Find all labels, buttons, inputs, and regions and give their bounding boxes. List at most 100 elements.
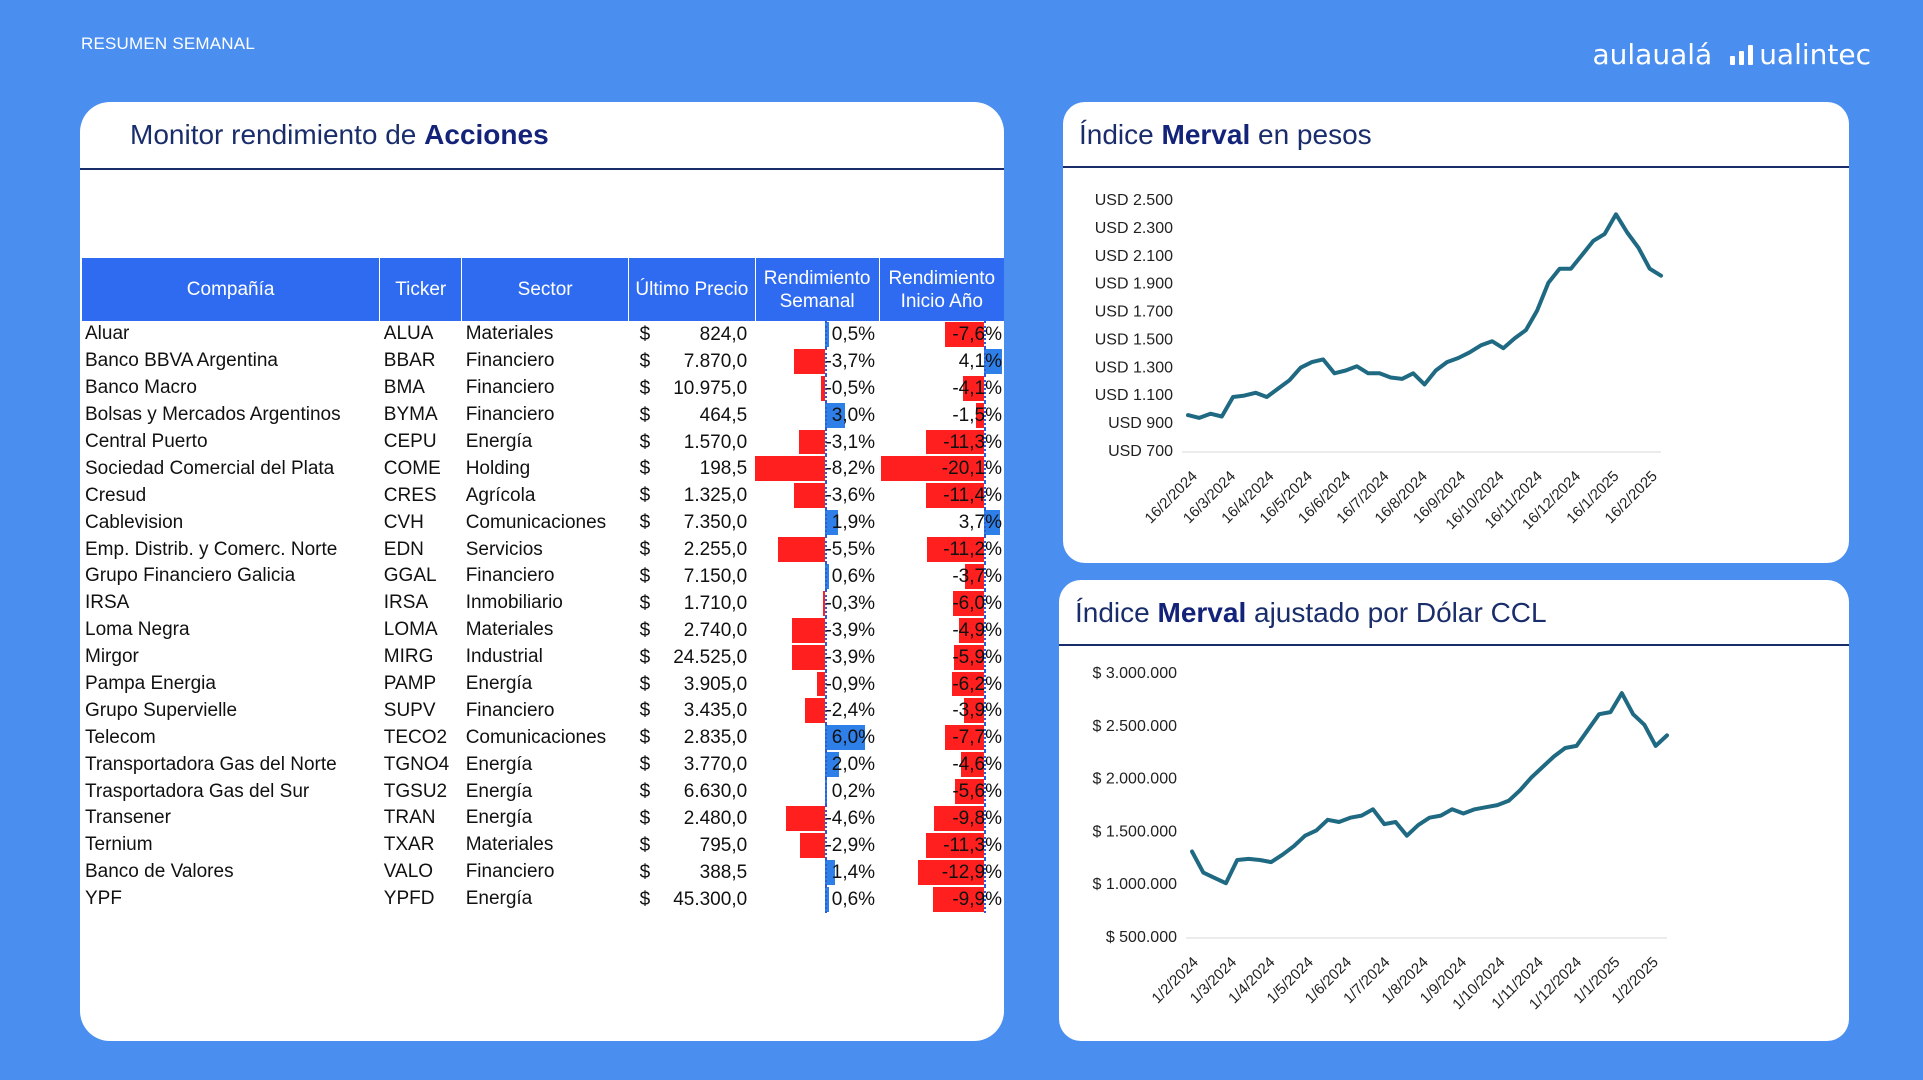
currency-symbol: $	[639, 619, 651, 641]
weekly-axis	[825, 509, 828, 537]
ytd-return-label: -20,1%	[941, 458, 1002, 480]
ytd-axis	[984, 455, 987, 483]
data-point	[1625, 230, 1629, 234]
col-company-header[interactable]: Compañía	[82, 258, 381, 321]
data-point	[1456, 356, 1460, 360]
ytd-return-cell: -1,5%	[879, 401, 1004, 429]
ytd-axis	[984, 858, 987, 886]
weekly-return-label: 6,0%	[831, 727, 876, 749]
weekly-axis	[825, 374, 828, 402]
merval-pesos-card: Índice Merval en pesos USD 2.500 USD 2.30…	[1063, 102, 1849, 563]
col-sector-header[interactable]: Sector	[461, 258, 630, 321]
table-row[interactable]: Transportadora Gas del Norte TGNO4 Energía…	[82, 751, 1004, 779]
data-point	[1299, 366, 1303, 370]
table-row[interactable]: Central Puerto CEPU Energía $1.570,0 -3,1% -1…	[82, 428, 1004, 456]
table-row[interactable]: Pampa Energia PAMP Energía $3.905,0 -0,9% -6,…	[82, 670, 1004, 698]
data-point	[1254, 391, 1258, 395]
price-value: 2.255,0	[683, 539, 748, 561]
weekly-return-bar	[778, 537, 826, 563]
weekly-return-label: 0,6%	[831, 888, 876, 910]
weekly-axis	[825, 455, 828, 483]
table-row[interactable]: IRSA IRSA Inmobiliario $1.710,0 -0,3% -6,0%	[82, 589, 1004, 617]
col-weekly-header[interactable]: Rendimiento Semanal	[755, 258, 880, 321]
weekly-return-bar	[817, 671, 826, 697]
data-point	[1659, 274, 1663, 278]
col-ytd-header[interactable]: Rendimiento Inicio Año	[879, 258, 1004, 321]
table-row[interactable]: YPF YPFD Energía $45.300,0 0,6% -9,9%	[82, 885, 1004, 913]
table-row[interactable]: Trasportadora Gas del Sur TGSU2 Energía $6.…	[82, 778, 1004, 806]
ytd-return-cell: -3,7%	[879, 563, 1004, 590]
table-row[interactable]: Banco de Valores VALO Financiero $388,5 1,4%…	[82, 858, 1004, 886]
company-cell: Ternium	[85, 834, 153, 856]
table-row[interactable]: Mirgor MIRG Industrial $24.525,0 -3,9% -5,9%	[82, 643, 1004, 671]
table-row[interactable]: Telecom TECO2 Comunicaciones $2.835,0 6,0% -7…	[82, 724, 1004, 752]
ytd-return-bar	[963, 375, 985, 401]
ytd-return-bar	[933, 886, 985, 912]
price-cell: $7.150,0	[629, 563, 756, 590]
table-row[interactable]: Cresud CRES Agrícola $1.325,0 -3,6% -11,4%	[82, 482, 1004, 510]
table-row[interactable]: Aluar ALUA Materiales $824,0 0,5% -7,6%	[82, 321, 1004, 348]
weekly-return-bar	[825, 859, 835, 885]
table-row[interactable]: Transener TRAN Energía $2.480,0 -4,6% -9,8%	[82, 805, 1004, 832]
currency-symbol: $	[639, 754, 651, 776]
ytd-return-label: -3,9%	[952, 700, 1002, 722]
col-ticker-header[interactable]: Ticker	[379, 258, 463, 321]
ticker-cell: TGNO4	[383, 753, 450, 775]
table-row[interactable]: Loma Negra LOMA Materiales $2.740,0 -3,9% -4,…	[82, 616, 1004, 644]
table-row[interactable]: Banco BBVA Argentina BBAR Financiero $7.870…	[82, 347, 1004, 375]
table-row[interactable]: Sociedad Comercial del Plata COME Holding $…	[82, 455, 1004, 483]
ytd-return-cell: -4,9%	[879, 616, 1004, 644]
weekly-return-cell: -3,6%	[755, 482, 879, 510]
ytd-return-bar	[976, 402, 985, 428]
ytd-return-bar	[881, 456, 985, 482]
sector-cell: Financiero	[465, 404, 555, 426]
data-point	[1213, 876, 1217, 880]
sector-cell: Comunicaciones	[465, 726, 607, 748]
ytd-return-label: -4,1%	[952, 377, 1002, 399]
ticker-cell: IRSA	[383, 592, 429, 614]
table-row[interactable]: Ternium TXAR Materiales $795,0 -2,9% -11,3%	[82, 831, 1004, 859]
ticker-cell: TXAR	[383, 834, 435, 856]
company-cell: Mirgor	[85, 646, 139, 668]
col-price-header[interactable]: Último Precio	[628, 258, 756, 321]
weekly-return-bar	[794, 483, 826, 509]
price-cell: $198,5	[629, 455, 756, 482]
table-row[interactable]: Grupo Financiero Galicia GGAL Financiero $7…	[82, 563, 1004, 590]
ytd-axis	[984, 670, 987, 698]
currency-symbol: $	[639, 404, 651, 426]
weekly-return-cell: -2,9%	[755, 831, 879, 859]
weekly-return-cell: 1,4%	[755, 858, 879, 886]
ytd-axis	[984, 724, 987, 752]
data-point	[1231, 395, 1235, 399]
merval-pesos-title-prefix: Índice	[1079, 119, 1162, 150]
ytd-return-bar	[960, 752, 985, 778]
weekly-axis	[825, 805, 828, 832]
table-row[interactable]: Banco Macro BMA Financiero $10.975,0 -0,5% -4…	[82, 374, 1004, 402]
col-weekly-header-l2: Semanal	[779, 290, 855, 312]
data-point	[1360, 814, 1364, 818]
weekly-axis	[825, 858, 828, 886]
table-row[interactable]: Grupo Supervielle SUPV Financiero $3.435,0 -…	[82, 697, 1004, 725]
weekly-return-bar	[804, 698, 826, 724]
data-point	[1242, 394, 1246, 398]
price-cell: $2.740,0	[629, 617, 756, 644]
data-point	[1591, 239, 1595, 243]
weekly-axis	[825, 670, 828, 698]
price-value: 795,0	[699, 834, 748, 856]
table-row[interactable]: Cablevision CVH Comunicaciones $7.350,0 1,9%…	[82, 509, 1004, 537]
weekly-axis	[825, 428, 828, 456]
weekly-return-cell: 0,6%	[755, 563, 879, 590]
table-row[interactable]: Bolsas y Mercados Argentinos BYMA Financie…	[82, 401, 1004, 429]
ytd-return-bar	[984, 348, 1003, 374]
price-value: 1.570,0	[683, 431, 748, 453]
price-cell: $24.525,0	[629, 644, 756, 671]
data-point	[1490, 339, 1494, 343]
data-point	[1201, 871, 1205, 875]
ytd-return-cell: -3,9%	[879, 697, 1004, 725]
price-value: 7.150,0	[683, 566, 748, 588]
monitor-title-bold: Acciones	[424, 119, 549, 150]
price-cell: $2.835,0	[629, 724, 756, 751]
data-point	[1411, 371, 1415, 375]
company-cell: Aluar	[85, 323, 130, 345]
table-row[interactable]: Emp. Distrib. y Comerc. Norte EDN Servicio…	[82, 536, 1004, 564]
